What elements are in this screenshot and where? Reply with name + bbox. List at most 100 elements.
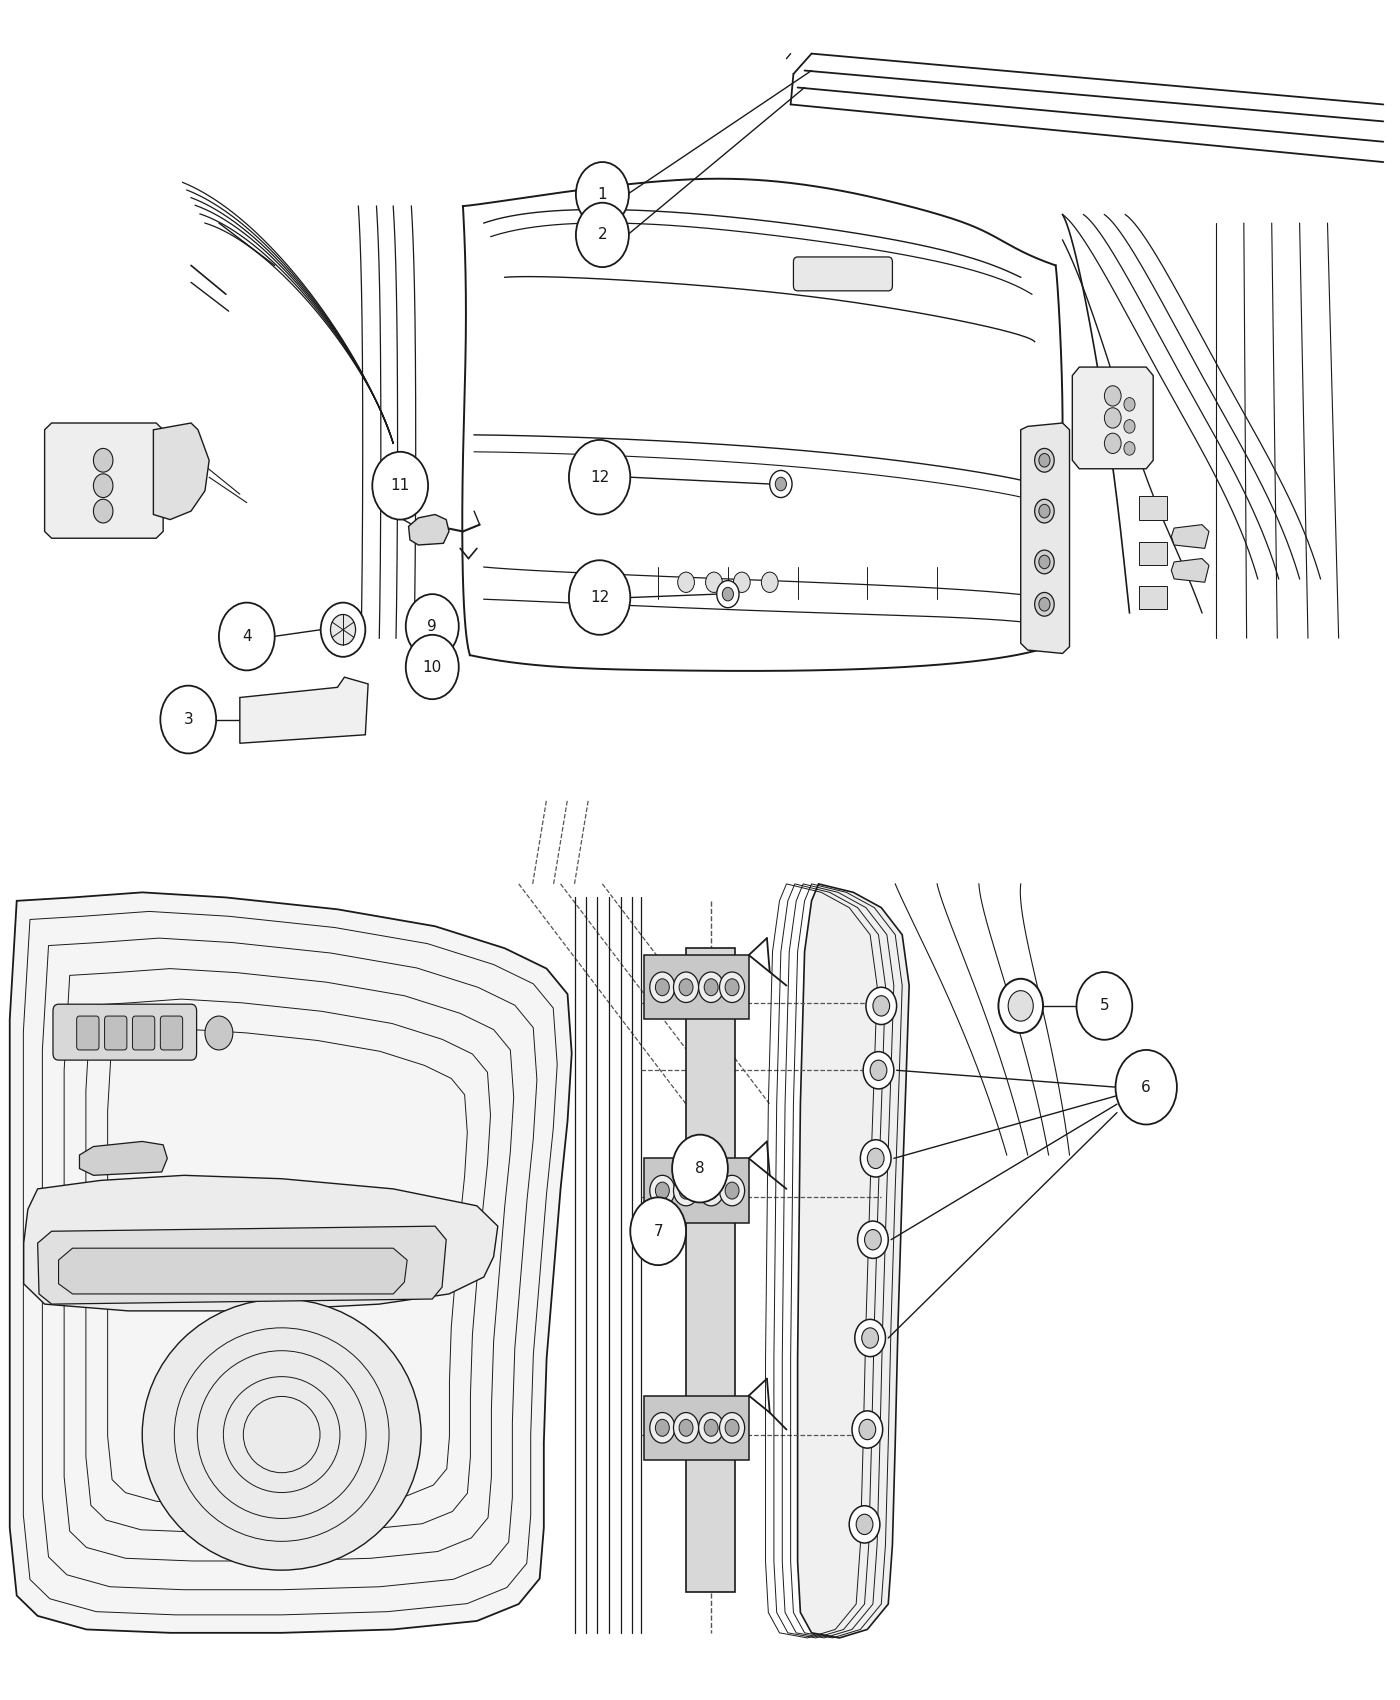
Circle shape — [699, 972, 724, 1003]
Polygon shape — [1172, 525, 1210, 549]
Circle shape — [406, 634, 459, 699]
Circle shape — [1105, 408, 1121, 428]
Circle shape — [862, 1328, 878, 1348]
Circle shape — [1124, 398, 1135, 411]
FancyBboxPatch shape — [53, 1005, 196, 1061]
Circle shape — [722, 588, 734, 600]
Circle shape — [1116, 1051, 1177, 1124]
Circle shape — [679, 1182, 693, 1198]
Circle shape — [704, 979, 718, 996]
Circle shape — [762, 573, 778, 592]
Polygon shape — [1172, 559, 1210, 583]
Circle shape — [1039, 505, 1050, 518]
FancyBboxPatch shape — [133, 1017, 155, 1051]
Circle shape — [372, 452, 428, 520]
Circle shape — [678, 573, 694, 592]
Polygon shape — [10, 892, 571, 1632]
Circle shape — [1008, 991, 1033, 1022]
Circle shape — [650, 1175, 675, 1205]
Circle shape — [655, 1420, 669, 1436]
Polygon shape — [154, 423, 209, 520]
Circle shape — [630, 1197, 686, 1265]
Circle shape — [720, 1175, 745, 1205]
Circle shape — [857, 1515, 874, 1535]
Text: 8: 8 — [696, 1161, 704, 1176]
Text: 7: 7 — [654, 1224, 664, 1239]
Polygon shape — [59, 1248, 407, 1294]
Polygon shape — [1021, 423, 1070, 653]
Polygon shape — [1072, 367, 1154, 469]
Circle shape — [853, 1411, 882, 1448]
Circle shape — [699, 1175, 724, 1205]
Circle shape — [1035, 551, 1054, 575]
Circle shape — [575, 202, 629, 267]
Circle shape — [717, 581, 739, 607]
FancyBboxPatch shape — [794, 257, 892, 291]
Circle shape — [864, 1052, 893, 1090]
Polygon shape — [409, 515, 449, 546]
Bar — [686, 949, 735, 1593]
Circle shape — [673, 1413, 699, 1443]
Text: 12: 12 — [589, 590, 609, 605]
Bar — [1140, 542, 1168, 566]
Polygon shape — [239, 677, 368, 743]
Circle shape — [725, 1420, 739, 1436]
Circle shape — [679, 1420, 693, 1436]
Text: 2: 2 — [598, 228, 608, 243]
Circle shape — [1035, 500, 1054, 524]
Circle shape — [720, 972, 745, 1003]
Circle shape — [867, 988, 896, 1025]
Circle shape — [725, 979, 739, 996]
Circle shape — [94, 474, 113, 498]
Circle shape — [321, 602, 365, 656]
Circle shape — [720, 1413, 745, 1443]
Circle shape — [672, 1134, 728, 1202]
Circle shape — [1039, 556, 1050, 570]
Text: 5: 5 — [1099, 998, 1109, 1013]
Bar — [644, 1158, 749, 1222]
Circle shape — [699, 1413, 724, 1443]
Circle shape — [568, 440, 630, 515]
Circle shape — [1035, 592, 1054, 615]
Polygon shape — [24, 1175, 498, 1311]
Text: 9: 9 — [427, 619, 437, 634]
Text: 10: 10 — [423, 660, 442, 675]
Circle shape — [868, 1148, 883, 1168]
Circle shape — [575, 162, 629, 226]
Circle shape — [858, 1221, 888, 1258]
Circle shape — [734, 573, 750, 592]
Circle shape — [850, 1506, 879, 1544]
Circle shape — [330, 614, 356, 644]
Circle shape — [704, 1420, 718, 1436]
Text: 6: 6 — [1141, 1080, 1151, 1095]
FancyBboxPatch shape — [161, 1017, 182, 1051]
Circle shape — [1105, 386, 1121, 406]
Polygon shape — [798, 884, 909, 1637]
Circle shape — [650, 1413, 675, 1443]
Text: 12: 12 — [589, 469, 609, 484]
Circle shape — [218, 602, 274, 670]
Circle shape — [1039, 454, 1050, 468]
Circle shape — [1124, 420, 1135, 434]
Circle shape — [704, 1182, 718, 1198]
Circle shape — [855, 1319, 885, 1357]
Circle shape — [94, 500, 113, 524]
Circle shape — [650, 972, 675, 1003]
Text: 4: 4 — [242, 629, 252, 644]
Polygon shape — [80, 1141, 168, 1175]
Polygon shape — [45, 423, 164, 539]
Circle shape — [655, 979, 669, 996]
Circle shape — [161, 685, 216, 753]
Circle shape — [655, 1182, 669, 1198]
Text: 11: 11 — [391, 478, 410, 493]
Circle shape — [865, 1229, 881, 1250]
FancyBboxPatch shape — [77, 1017, 99, 1051]
Circle shape — [871, 1061, 886, 1081]
Polygon shape — [38, 1226, 447, 1304]
Circle shape — [706, 573, 722, 592]
Circle shape — [861, 1139, 890, 1176]
Circle shape — [568, 561, 630, 634]
Circle shape — [406, 593, 459, 658]
Circle shape — [874, 996, 889, 1017]
FancyBboxPatch shape — [105, 1017, 127, 1051]
